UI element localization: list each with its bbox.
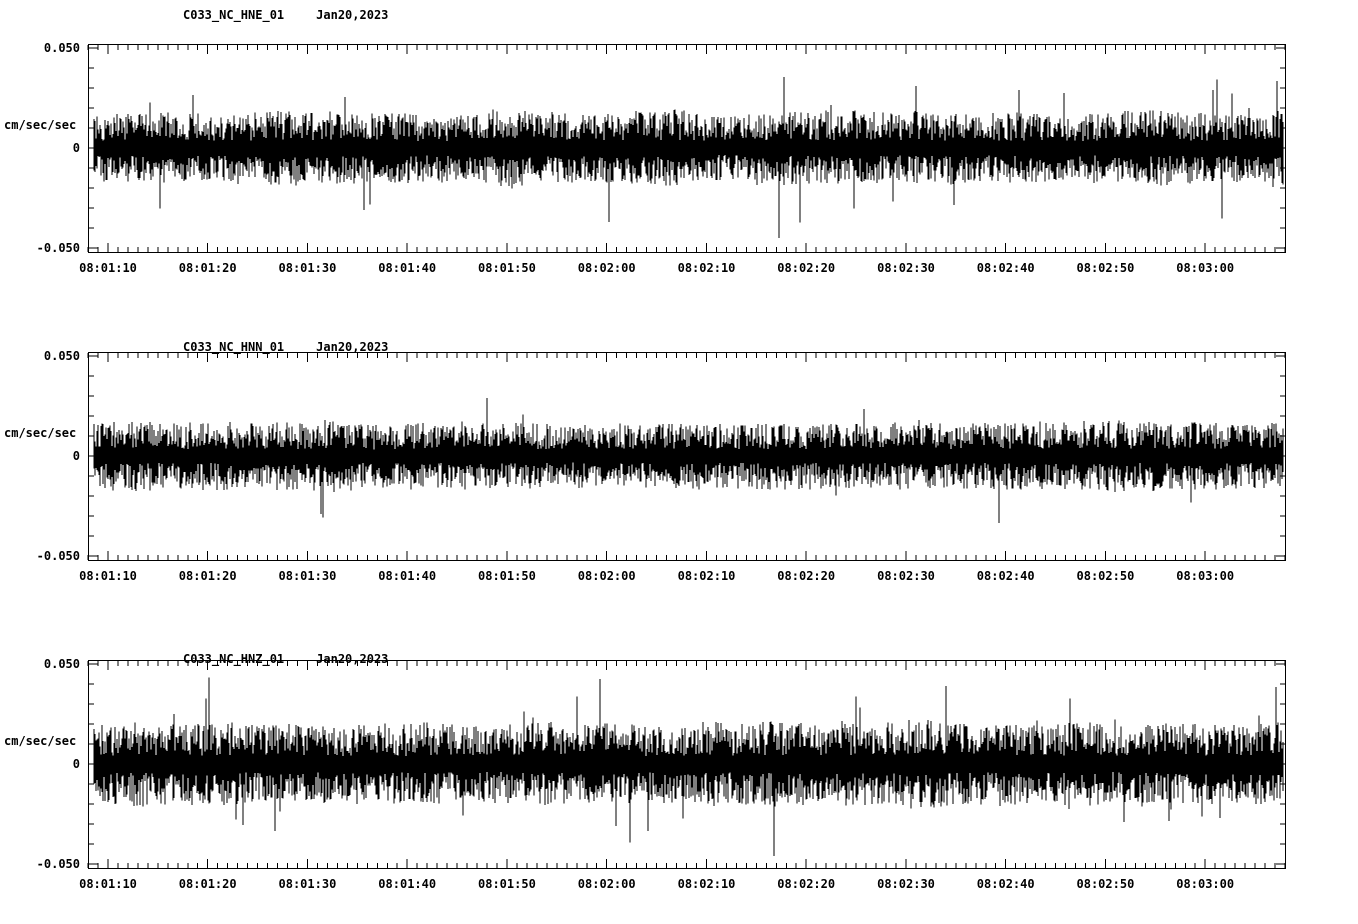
x-tick-label: 08:02:20 (777, 261, 835, 275)
x-tick-label: 08:01:40 (378, 569, 436, 583)
y-tick-label: 0.050 (44, 349, 80, 363)
x-tick-label: 08:02:10 (678, 877, 736, 891)
x-tick-label: 08:02:20 (777, 877, 835, 891)
waveform-plot-hnz: 08:01:10 08:01:20 08:01:30 08:01:40 08:01:50… (37, 657, 1286, 891)
y-tick-label: 0.050 (44, 657, 80, 671)
y-tick-label: 0.050 (44, 41, 80, 55)
waveform-trace (93, 398, 1284, 523)
station-id: C033_NC_HNZ_01 (183, 652, 285, 666)
record-date: Jan20,2023 (316, 652, 389, 666)
seismogram-panel-hnz: C033_NC_HNZ_01 Jan20,2023 cm/sec/sec 08:0… (0, 616, 1358, 924)
x-tick-label: 08:01:10 (79, 261, 137, 275)
y-tick-label: 0 (73, 449, 80, 463)
y-tick-label: -0.050 (37, 857, 80, 871)
y-tick-label: -0.050 (37, 241, 80, 255)
x-tick-label: 08:02:50 (1077, 877, 1135, 891)
x-tick-label: 08:02:00 (578, 877, 636, 891)
station-id: C033_NC_HNE_01 (183, 8, 285, 22)
x-tick-label: 08:01:10 (79, 877, 137, 891)
record-date: Jan20,2023 (316, 340, 389, 354)
x-tick-label: 08:01:20 (179, 877, 237, 891)
x-tick-label: 08:03:00 (1176, 877, 1234, 891)
x-tick-label: 08:01:30 (279, 261, 337, 275)
x-tick-label: 08:01:20 (179, 569, 237, 583)
x-tick-label: 08:02:10 (678, 569, 736, 583)
waveform-plot-hne: 08:01:10 08:01:20 08:01:30 08:01:40 08:01:50… (37, 41, 1286, 275)
station-id: C033_NC_HNN_01 (183, 340, 285, 354)
panel-title: C033_NC_HNN_01 Jan20,2023 (183, 340, 388, 354)
x-tick-label: 08:01:40 (378, 877, 436, 891)
x-tick-label: 08:02:40 (977, 261, 1035, 275)
y-tick-label: 0 (73, 141, 80, 155)
x-tick-label: 08:01:30 (279, 877, 337, 891)
x-tick-label: 08:02:50 (1077, 569, 1135, 583)
x-tick-label: 08:01:10 (79, 569, 137, 583)
y-axis-units-label: cm/sec/sec (4, 426, 77, 440)
x-tick-label: 08:01:50 (478, 261, 536, 275)
x-tick-label: 08:02:20 (777, 569, 835, 583)
x-tick-label: 08:02:00 (578, 569, 636, 583)
plot-frame (88, 660, 1286, 869)
x-tick-label: 08:02:40 (977, 877, 1035, 891)
x-tick-label: 08:02:30 (877, 877, 935, 891)
x-tick-label: 08:01:50 (478, 569, 536, 583)
y-tick-label: 0 (73, 757, 80, 771)
x-tick-label: 08:02:00 (578, 261, 636, 275)
x-tick-label: 08:02:50 (1077, 261, 1135, 275)
panel-title: C033_NC_HNE_01 Jan20,2023 (183, 8, 388, 22)
axis-ticks (87, 353, 1286, 560)
y-axis-units-label: cm/sec/sec (4, 734, 77, 748)
x-tick-label: 08:01:20 (179, 261, 237, 275)
x-tick-label: 08:01:40 (378, 261, 436, 275)
x-tick-label: 08:03:00 (1176, 261, 1234, 275)
x-tick-label: 08:02:40 (977, 569, 1035, 583)
waveform-plot-hnn: 08:01:10 08:01:20 08:01:30 08:01:40 08:01:50… (37, 349, 1286, 583)
waveform-trace (93, 677, 1284, 856)
y-tick-label: -0.050 (37, 549, 80, 563)
record-date: Jan20,2023 (316, 8, 389, 22)
x-tick-label: 08:01:50 (478, 877, 536, 891)
x-tick-label: 08:02:30 (877, 261, 935, 275)
y-axis-units-label: cm/sec/sec (4, 118, 77, 132)
panel-title: C033_NC_HNZ_01 Jan20,2023 (183, 652, 388, 666)
waveform-trace (93, 77, 1284, 239)
axis-ticks (87, 45, 1286, 252)
seismogram-panel-hne: C033_NC_HNE_01 Jan20,2023 cm/sec/sec 08:0… (0, 0, 1358, 308)
x-tick-label: 08:01:30 (279, 569, 337, 583)
x-tick-label: 08:03:00 (1176, 569, 1234, 583)
seismogram-panel-hnn: C033_NC_HNN_01 Jan20,2023 cm/sec/sec 08:0… (0, 308, 1358, 616)
x-tick-label: 08:02:30 (877, 569, 935, 583)
plot-frame (88, 44, 1286, 253)
plot-frame (88, 352, 1286, 561)
x-tick-label: 08:02:10 (678, 261, 736, 275)
axis-ticks (87, 661, 1286, 868)
